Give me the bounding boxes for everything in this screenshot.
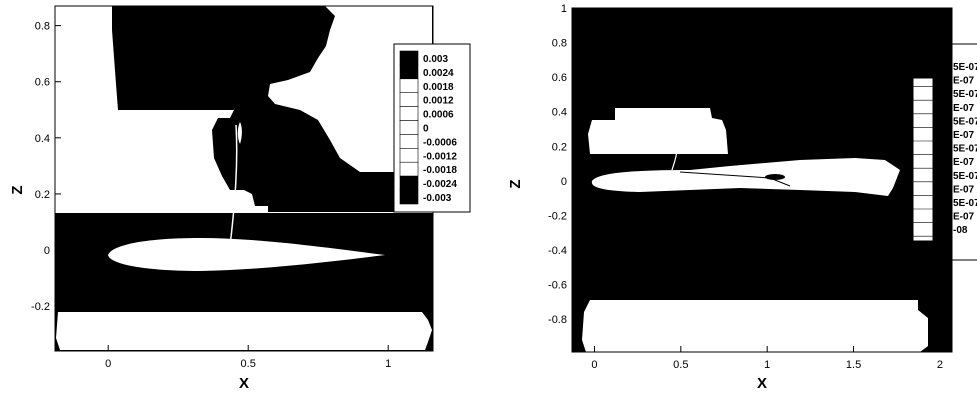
left-y-tick-label: 0.8 [35,21,50,33]
right-wake-line [671,123,680,171]
right-legend-strip [912,77,934,242]
right-legend-box [951,43,977,261]
left-wake-line [227,124,238,263]
left-x-tick-label: 1 [385,358,391,370]
right-body-spot [765,174,785,180]
left-legend-swatch [399,78,419,94]
right-x-tick-label: 1 [764,359,770,371]
left-legend-label: -0.0024 [423,179,457,190]
left-legend-swatch [399,161,419,177]
left-legend-swatch [399,134,419,149]
right-y-axis-title: Z [507,179,524,188]
right-contour-plot [571,7,953,353]
left-contour-plot [54,5,434,352]
left-legend-label: -0.0006 [423,137,457,148]
left-x-tick-label: 0.5 [241,358,256,370]
right-y-tick-label: 0.8 [552,38,567,50]
left-legend-swatch [399,120,419,135]
right-upper-white-block [588,108,728,154]
right-legend-label: 5E-07 [953,144,977,155]
left-legend-label: -0.0018 [423,165,457,176]
left-legend-swatch [399,64,419,80]
right-x-tick-label: 0.5 [673,359,688,371]
left-y-axis-title: Z [9,185,26,194]
right-x-axis-title: X [757,375,767,392]
right-legend: 5E-07 E-07 5E-07 E-07 5E-07 E-07 5E-07 E-07 5E-0… [913,43,977,261]
left-y-tick-label: 0.6 [35,77,50,89]
right-y-tick-label: 0.4 [552,107,567,119]
right-legend-label: E-07 [953,157,975,168]
left-legend-label: 0.0012 [423,96,454,107]
left-airfoil [108,238,385,271]
left-upper-right-white-region [268,6,432,208]
left-legend-label: 0.0018 [423,82,454,93]
right-y-tick-label: -0.2 [548,210,567,222]
right-body-shape [591,158,900,196]
left-legend-label: 0.003 [423,54,448,65]
left-legend-label: 0.0024 [423,68,454,79]
left-x-axis-title: X [239,375,249,392]
right-y-tick-label: 1 [561,3,567,15]
left-dark-blob [262,116,330,178]
right-y-tick-label: -0.8 [548,314,567,326]
left-wake-head [237,122,242,144]
right-legend-label: 5E-07 [953,89,977,100]
right-x-tick-label: 1.5 [846,359,861,371]
right-legend-label: 5E-07 [953,62,977,73]
left-legend-label: -0.0012 [423,151,457,162]
right-y-tick-label: 0.6 [552,72,567,84]
left-legend: 0.003 0.0024 0.0018 0.0012 0.0006 0 -0.0006 -0.… [393,43,471,213]
left-legend-label: 0.0006 [423,110,454,121]
right-legend-label: -08 [953,225,968,236]
right-legend-label: 5E-07 [953,198,977,209]
left-upper-white-region [55,6,433,213]
right-x-tick-label: 2 [937,359,943,371]
left-legend-label: 0 [423,124,429,135]
left-legend-swatch [399,92,419,107]
left-legend-swatch [399,106,419,121]
left-y-tick-label: 0 [44,245,50,257]
right-x-tick-label: 0 [591,359,597,371]
right-y-tick-label: -0.6 [548,280,567,292]
right-legend-label: E-07 [953,76,975,87]
right-legend-label: 5E-07 [953,116,977,127]
right-y-tick-label: 0 [561,176,567,188]
left-legend-swatch [399,50,419,66]
left-legend-swatch [399,148,419,163]
right-y-tick-label: 0.2 [552,141,567,153]
right-lower-white-band [582,300,928,352]
left-y-tick-label: 0.2 [35,189,50,201]
left-lower-white-band [56,312,432,350]
left-legend-swatch [399,175,419,191]
right-legend-label: E-07 [953,130,975,141]
left-x-tick-label: 0 [105,358,111,370]
right-legend-label: E-07 [953,212,975,223]
left-legend-label: -0.003 [423,193,452,204]
left-y-tick-label: 0.4 [35,133,50,145]
left-y-tick-label: -0.2 [31,301,50,313]
right-legend-label: 5E-07 [953,171,977,182]
right-y-tick-label: -0.4 [548,245,567,257]
right-legend-label: E-07 [953,103,975,114]
left-legend-swatch [399,189,419,205]
right-legend-label: E-07 [953,184,975,195]
